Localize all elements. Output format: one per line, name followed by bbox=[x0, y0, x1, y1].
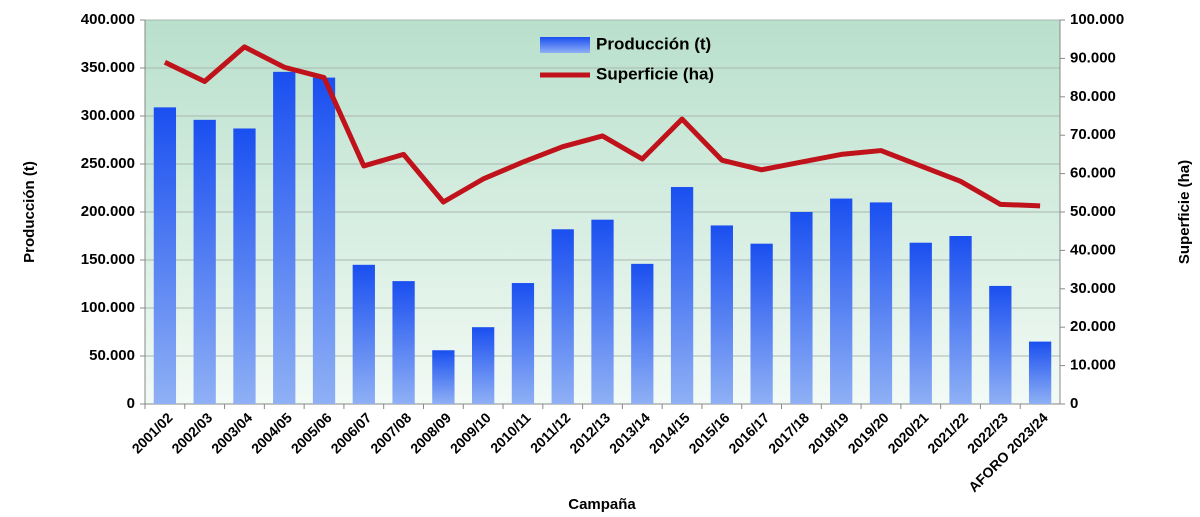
x-axis-title: Campaña bbox=[568, 496, 636, 513]
x-tick-label: 2005/06 bbox=[288, 409, 335, 456]
x-tick-label: 2018/19 bbox=[805, 409, 852, 456]
x-tick-label: 2015/16 bbox=[685, 409, 732, 456]
bar bbox=[312, 77, 336, 404]
y2-tick-label: 30.000 bbox=[1070, 280, 1116, 297]
line bbox=[163, 44, 1041, 209]
bar bbox=[233, 128, 256, 405]
bar bbox=[352, 264, 375, 404]
legend-label: Superficie (ha) bbox=[596, 64, 714, 83]
bar bbox=[153, 107, 177, 405]
x-tick-label: 2006/07 bbox=[327, 409, 374, 456]
y-tick-label: 150.000 bbox=[81, 251, 135, 268]
x-tick-label: 2013/14 bbox=[606, 409, 653, 456]
x-tick-label: 2017/18 bbox=[765, 409, 812, 456]
bar bbox=[670, 187, 694, 404]
bar bbox=[790, 212, 813, 404]
x-tick-label: 2003/04 bbox=[208, 409, 255, 456]
bar bbox=[869, 202, 893, 404]
y2-tick-label: 50.000 bbox=[1070, 203, 1116, 220]
y2-tick-label: 40.000 bbox=[1070, 241, 1116, 258]
bar bbox=[909, 242, 932, 404]
x-tick-label: 2002/03 bbox=[168, 409, 215, 456]
bar bbox=[710, 225, 733, 404]
x-tick-label: 2020/21 bbox=[884, 409, 931, 456]
x-tick-label: 2016/17 bbox=[725, 409, 772, 456]
bar bbox=[1028, 341, 1052, 404]
bar bbox=[830, 198, 853, 404]
bar bbox=[193, 119, 216, 404]
y-tick-label: 350.000 bbox=[81, 59, 135, 76]
x-tick-label: 2011/12 bbox=[527, 409, 574, 456]
y2-tick-label: 10.000 bbox=[1070, 357, 1116, 374]
x-tick-label: 2012/13 bbox=[566, 409, 613, 456]
bar bbox=[551, 229, 574, 404]
y-axis-title: Producción (t) bbox=[21, 161, 38, 263]
x-tick-label: 2009/10 bbox=[447, 409, 494, 456]
x-tick-label: 2001/02 bbox=[129, 409, 176, 456]
y2-tick-label: 90.000 bbox=[1070, 49, 1116, 66]
y2-tick-label: 100.000 bbox=[1070, 11, 1124, 28]
legend-label: Producción (t) bbox=[596, 34, 711, 53]
x-tick-label: 2019/20 bbox=[845, 409, 892, 456]
y-tick-label: 400.000 bbox=[81, 11, 135, 28]
bar bbox=[392, 281, 415, 404]
y-tick-label: 300.000 bbox=[81, 107, 135, 124]
y2-tick-label: 70.000 bbox=[1070, 126, 1116, 143]
bar bbox=[472, 327, 495, 404]
bar bbox=[591, 219, 614, 404]
bar bbox=[949, 236, 972, 404]
y-tick-label: 50.000 bbox=[89, 347, 135, 364]
bar bbox=[273, 71, 296, 404]
legend-swatch bbox=[540, 37, 590, 53]
x-tick-label: 2010/11 bbox=[487, 409, 534, 456]
y2-tick-label: 60.000 bbox=[1070, 165, 1116, 182]
x-tick-label: 2008/09 bbox=[407, 409, 454, 456]
bar bbox=[989, 285, 1012, 404]
bar bbox=[631, 263, 654, 404]
y2-tick-label: 80.000 bbox=[1070, 88, 1116, 105]
x-tick-label: 2014/15 bbox=[646, 409, 693, 456]
y-tick-label: 250.000 bbox=[81, 155, 135, 172]
y-tick-label: 100.000 bbox=[81, 299, 135, 316]
y2-axis-title: Superficie (ha) bbox=[1176, 160, 1193, 264]
x-tick-label: 2004/05 bbox=[248, 409, 295, 456]
y2-tick-label: 0 bbox=[1070, 395, 1078, 412]
x-tick-label: 2007/08 bbox=[367, 409, 414, 456]
y2-tick-label: 20.000 bbox=[1070, 318, 1116, 335]
bar bbox=[432, 350, 455, 404]
y-tick-label: 0 bbox=[127, 395, 135, 412]
y-tick-label: 200.000 bbox=[81, 203, 135, 220]
bar bbox=[750, 243, 773, 404]
x-tick-label: 2021/22 bbox=[924, 409, 971, 456]
bar bbox=[511, 283, 535, 404]
